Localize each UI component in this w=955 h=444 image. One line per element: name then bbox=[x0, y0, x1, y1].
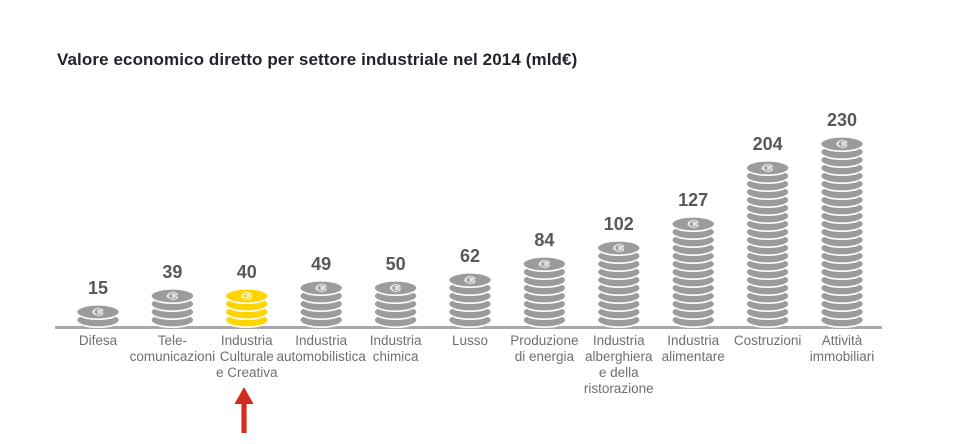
euro-coin-symbol: € bbox=[763, 164, 772, 174]
highlight-arrow-icon bbox=[234, 387, 254, 433]
euro-coin-symbol: € bbox=[615, 244, 624, 254]
category-label-line: Produzione bbox=[510, 333, 579, 348]
category-label-line: alimentare bbox=[661, 349, 725, 364]
coin bbox=[819, 136, 865, 153]
coin bbox=[745, 160, 790, 177]
category-label-line: Costruzioni bbox=[733, 333, 802, 348]
coin bbox=[298, 279, 344, 296]
category-label: Industria alberghiera e della ristorazione bbox=[569, 333, 669, 397]
coin-stack: € bbox=[596, 240, 642, 328]
category-label-line: Attività bbox=[821, 333, 863, 348]
category-label: Industria chimica bbox=[346, 333, 446, 365]
category-label-line: Tele- bbox=[157, 333, 188, 348]
coin bbox=[522, 255, 567, 272]
category-label-line: e Creativa bbox=[216, 365, 278, 380]
coin-stack: € bbox=[819, 136, 865, 328]
coin bbox=[150, 287, 195, 304]
category-label-line: di energia bbox=[514, 349, 575, 364]
category-label-line: Difesa bbox=[78, 333, 118, 348]
value-label: 40 bbox=[236, 261, 257, 282]
category-label-line: e della bbox=[598, 365, 639, 380]
category-label: Costruzioni bbox=[718, 333, 818, 349]
euro-coin-symbol: € bbox=[243, 292, 252, 302]
euro-coin-symbol: € bbox=[168, 292, 177, 302]
coin-stack: € bbox=[224, 287, 270, 328]
category-label-line: Culturale bbox=[219, 349, 274, 364]
category-label: Industria Culturale e Creativa bbox=[197, 333, 297, 381]
euro-coin-symbol: € bbox=[540, 260, 549, 270]
coin bbox=[596, 240, 642, 257]
coin-stack: € bbox=[150, 287, 195, 328]
coin-stack: € bbox=[298, 279, 344, 328]
category-label-line: immobiliari bbox=[809, 349, 875, 364]
value-label: 15 bbox=[87, 277, 109, 298]
coin bbox=[447, 271, 493, 288]
coin bbox=[75, 303, 121, 320]
category-label-line: Lusso bbox=[451, 333, 489, 348]
coin bbox=[373, 279, 418, 296]
value-label: 204 bbox=[752, 133, 783, 154]
euro-coin-symbol: € bbox=[391, 284, 400, 294]
coin-stack: € bbox=[75, 303, 121, 328]
category-label: Difesa bbox=[48, 333, 148, 349]
category-label-line: ristorazione bbox=[583, 381, 654, 396]
coin bbox=[670, 216, 716, 233]
coin-stack: € bbox=[447, 271, 493, 328]
category-label-line: Industria bbox=[592, 333, 645, 348]
euro-coin-symbol: € bbox=[689, 220, 698, 230]
value-label: 62 bbox=[459, 245, 481, 266]
coin-stack: € bbox=[670, 216, 716, 328]
category-label-line: Industria bbox=[667, 333, 720, 348]
value-label: 50 bbox=[385, 253, 406, 274]
coin bbox=[224, 287, 270, 304]
value-label: 102 bbox=[603, 213, 634, 234]
category-label-line: alberghiera bbox=[585, 349, 653, 364]
coin-stack: € bbox=[373, 279, 418, 328]
category-label: Tele-comunicazioni bbox=[122, 333, 222, 365]
euro-coin-symbol: € bbox=[317, 284, 326, 294]
category-label: Attività immobiliari bbox=[792, 333, 892, 365]
euro-coin-symbol: € bbox=[94, 308, 103, 318]
category-label-line: comunicazioni bbox=[129, 349, 216, 364]
category-label-line: Industria bbox=[369, 333, 422, 348]
category-label-line: automobilistica bbox=[276, 349, 366, 364]
value-label: 84 bbox=[534, 229, 555, 250]
category-label: Industria automobilistica bbox=[271, 333, 371, 365]
chart-title: Valore economico diretto per settore ind… bbox=[57, 50, 578, 69]
category-label-line: chimica bbox=[372, 349, 419, 364]
category-label: Industria alimentare bbox=[643, 333, 743, 365]
value-label: 39 bbox=[162, 261, 183, 282]
category-label-line: Industria bbox=[295, 333, 348, 348]
value-label: 230 bbox=[826, 109, 858, 130]
category-label-line: Industria bbox=[220, 333, 273, 348]
euro-coin-symbol: € bbox=[466, 276, 475, 286]
coin-stack: € bbox=[745, 160, 790, 328]
category-label: Produzione di energia bbox=[494, 333, 594, 365]
value-label: 49 bbox=[311, 253, 332, 274]
category-label: Lusso bbox=[420, 333, 520, 349]
euro-coin-symbol: € bbox=[838, 140, 847, 150]
coin-stack: € bbox=[522, 255, 567, 328]
value-label: 127 bbox=[678, 189, 709, 210]
